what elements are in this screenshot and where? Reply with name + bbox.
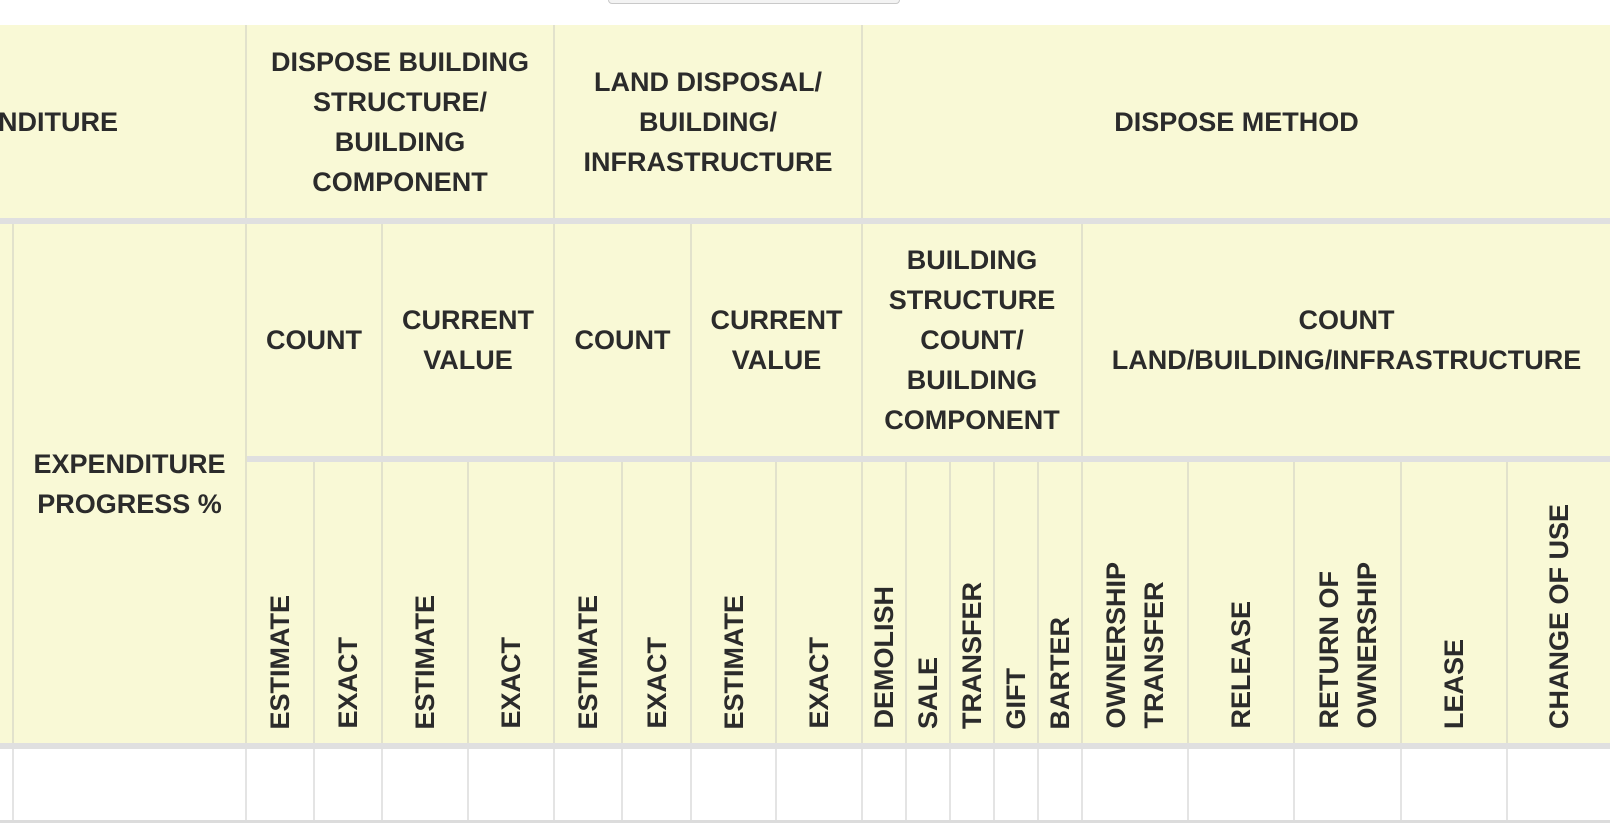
leaf-header-cell: TRANSFER	[951, 462, 995, 743]
leaf-header-cell: EXACT	[469, 462, 555, 743]
header-building-structure-count: BUILDING STRUCTURE COUNT/ BUILDING COMPO…	[863, 224, 1083, 456]
leaf-header-label: DEMOLISH	[869, 586, 899, 729]
leaf-header-label: CHANGE OF USE	[1544, 503, 1574, 729]
leaf-header-cell: OWNERSHIP TRANSFER	[1083, 462, 1189, 743]
header-divider	[0, 218, 1610, 224]
table-cell	[469, 749, 555, 820]
leaf-header-cell: ESTIMATE	[555, 462, 623, 743]
header-expenditure-progress: EXPENDITURE PROGRESS %	[14, 224, 247, 744]
leaf-header-label: TRANSFER	[957, 582, 987, 729]
table-cell	[623, 749, 692, 820]
leaf-header-label: OWNERSHIP TRANSFER	[1101, 562, 1169, 729]
table-cell	[692, 749, 777, 820]
header-dispose-building: DISPOSE BUILDING STRUCTURE/ BUILDING COM…	[247, 25, 555, 219]
leaf-header-label: EXACT	[496, 637, 526, 729]
leaf-header-label: ESTIMATE	[410, 594, 440, 730]
leaf-header-cell: EXACT	[315, 462, 383, 743]
header-land-disposal: LAND DISPOSAL/ BUILDING/ INFRASTRUCTURE	[555, 25, 863, 219]
header-expenditure: NDITURE	[0, 25, 247, 219]
table-cell	[1083, 749, 1189, 820]
leaf-header-cell: GIFT	[995, 462, 1039, 743]
table-cell	[14, 749, 247, 820]
leaf-header-label: EXACT	[804, 637, 834, 729]
leaf-header-cell: SALE	[907, 462, 951, 743]
leaf-header-cell: EXACT	[623, 462, 692, 743]
leaf-header-label: ESTIMATE	[718, 594, 749, 730]
leaf-header-cell: BARTER	[1039, 462, 1083, 743]
leaf-header-label: BARTER	[1045, 616, 1075, 730]
header-bottom-divider	[0, 743, 1610, 749]
table-cell	[1189, 749, 1295, 820]
header-dispose-method: DISPOSE METHOD	[863, 25, 1610, 219]
table-cell	[951, 749, 995, 820]
leaf-header-label: LEASE	[1439, 638, 1469, 729]
table-cell	[863, 749, 907, 820]
table-cell	[1039, 749, 1083, 820]
leaf-header-cell: ESTIMATE	[692, 462, 777, 743]
leaf-header-label: RETURN OF OWNERSHIP	[1313, 562, 1382, 729]
table-cell	[1508, 749, 1610, 820]
table-cell	[247, 749, 315, 820]
table-cell	[907, 749, 951, 820]
leaf-header-label: RELEASE	[1226, 601, 1256, 729]
leaf-header-cell: RETURN OF OWNERSHIP	[1295, 462, 1402, 743]
leaf-header-cell: CHANGE OF USE	[1508, 462, 1610, 743]
leaf-header-label: ESTIMATE	[573, 594, 603, 730]
table-cell	[315, 749, 383, 820]
header-count-land-building-infrastructure: COUNT LAND/BUILDING/INFRASTRUCTURE	[1083, 224, 1610, 456]
table-bottom-border	[0, 820, 1610, 823]
table-cell	[995, 749, 1039, 820]
header-count-building: COUNT	[247, 224, 383, 456]
leaf-header-label: GIFT	[1001, 667, 1031, 730]
table-cell	[383, 749, 469, 820]
table-cell	[777, 749, 863, 820]
header-current-value-building: CURRENT VALUE	[383, 224, 555, 456]
table-cell	[1402, 749, 1508, 820]
leaf-header-cell: EXACT	[777, 462, 863, 743]
leaf-header-cell: ESTIMATE	[247, 462, 315, 743]
leaf-header-label: SALE	[913, 656, 943, 729]
table-cell	[0, 749, 14, 820]
leaf-header-cell: DEMOLISH	[863, 462, 907, 743]
horizontal-scroll-handle[interactable]	[608, 0, 900, 4]
header-current-value-land: CURRENT VALUE	[692, 224, 863, 456]
leaf-header-label: EXACT	[333, 637, 363, 729]
header-hidden-column	[0, 224, 14, 744]
table-cell	[1295, 749, 1402, 820]
leaf-header-label: EXACT	[641, 637, 672, 729]
leaf-header-cell: RELEASE	[1189, 462, 1295, 743]
leaf-header-label: ESTIMATE	[265, 594, 295, 730]
table-cell	[555, 749, 623, 820]
leaf-header-cell: LEASE	[1402, 462, 1508, 743]
header-count-land: COUNT	[555, 224, 692, 456]
leaf-header-cell: ESTIMATE	[383, 462, 469, 743]
header-divider	[247, 456, 1610, 462]
